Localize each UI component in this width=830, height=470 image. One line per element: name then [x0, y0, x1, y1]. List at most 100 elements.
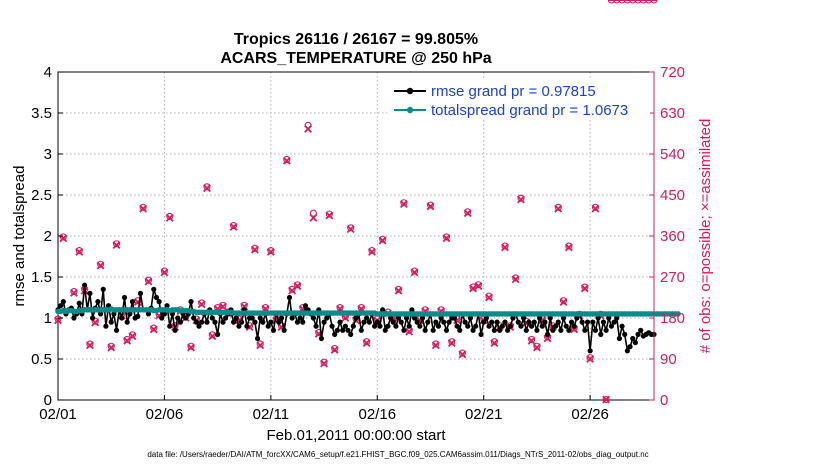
- obs-assimilated-stroke: [447, 339, 456, 347]
- legend-rmse-label: rmse grand pr = 0.97815: [431, 83, 596, 100]
- obs-assimilated-stroke: [517, 195, 525, 204]
- obs-possible-marker: [533, 342, 541, 350]
- y-axis-right-label: # of obs: o=possible; ×=assimilated: [697, 119, 714, 354]
- x-tick-label: 02/11: [253, 406, 289, 423]
- rmse-point: [411, 315, 418, 321]
- rmse-point: [635, 331, 641, 337]
- obs-assimilated-stroke: [346, 225, 355, 234]
- obs-possible-marker: [160, 267, 168, 275]
- obs-assimilated-stroke: [559, 298, 568, 306]
- obs-assimilated-stroke: [399, 200, 408, 209]
- rmse-point: [350, 323, 356, 329]
- obs-possible-marker: [512, 274, 520, 282]
- y-tick-label-right: 180: [660, 310, 685, 327]
- obs-possible-marker: [198, 299, 206, 307]
- y-axis-left: 0 0.5 1 1.5 2 2.5 3 3.5 4: [31, 64, 63, 409]
- rmse-point: [632, 340, 638, 346]
- rmse-point: [276, 319, 282, 325]
- rmse-point: [377, 323, 383, 329]
- obs-possible-marker: [517, 194, 525, 202]
- rmse-point: [113, 327, 120, 333]
- obs-possible-marker: [474, 281, 482, 289]
- rmse-point: [494, 319, 500, 325]
- chart-title-line1: Tropics 26116 / 26167 = 99.805%: [234, 31, 478, 48]
- obs-assimilated-stroke: [501, 243, 509, 252]
- rmse-point: [478, 331, 484, 337]
- obs-assimilated-stroke: [394, 286, 403, 295]
- rmse-point: [252, 319, 258, 325]
- rmse-point: [337, 319, 343, 325]
- rmse-point: [385, 323, 391, 329]
- y-tick-label-left: 3.5: [31, 105, 52, 122]
- rmse-point: [616, 335, 623, 342]
- rmse-point: [188, 299, 194, 305]
- rmse-point: [124, 319, 130, 325]
- obs-assimilated-stroke: [229, 222, 238, 231]
- obs-assimilated-marker: [368, 248, 376, 256]
- rmse-point: [97, 311, 104, 317]
- obs-possible-marker: [448, 338, 456, 346]
- obs-assimilated-marker: [128, 332, 137, 341]
- rmse-point: [364, 315, 370, 321]
- rmse-point: [622, 331, 628, 337]
- obs-assimilated-marker: [229, 222, 238, 231]
- obs-assimilated-stroke: [197, 300, 206, 309]
- obs-possible-marker: [634, 0, 642, 4]
- rmse-point: [470, 327, 476, 333]
- legend: rmse grand pr = 0.97815 totalspread gran…: [388, 80, 650, 120]
- rmse-point: [523, 327, 529, 333]
- obs-assimilated-marker: [197, 300, 206, 309]
- rmse-point: [119, 315, 125, 321]
- obs-assimilated-stroke: [165, 213, 174, 222]
- line-series: [55, 282, 681, 354]
- obs-assimilated-stroke: [564, 243, 573, 252]
- rmse-point: [603, 327, 609, 333]
- obs-possible-marker: [607, 0, 615, 4]
- obs-assimilated-stroke: [70, 289, 78, 297]
- rmse-point: [249, 315, 255, 321]
- obs-possible-marker: [432, 340, 440, 348]
- rmse-point: [568, 319, 575, 325]
- obs-possible-marker: [554, 203, 562, 211]
- rmse-point: [111, 311, 117, 317]
- obs-assimilated-marker: [187, 343, 195, 352]
- rmse-point: [95, 299, 101, 305]
- obs-assimilated-stroke: [586, 355, 595, 363]
- rmse-point: [467, 315, 474, 321]
- obs-assimilated-marker: [282, 156, 291, 165]
- rmse-point: [345, 327, 351, 333]
- obs-assimilated-stroke: [107, 343, 116, 352]
- rmse-point: [204, 319, 210, 325]
- obs-possible-marker: [97, 260, 105, 268]
- y-tick-label-left: 1: [44, 310, 52, 327]
- rmse-point: [348, 331, 354, 337]
- x-tick-label: 02/06: [146, 406, 184, 423]
- rmse-point: [473, 323, 479, 329]
- rmse-point: [560, 315, 567, 321]
- obs-assimilated-marker: [532, 343, 541, 352]
- rmse-point: [491, 327, 497, 333]
- obs-assimilated-stroke: [282, 156, 291, 165]
- obs-assimilated-marker: [447, 339, 456, 347]
- obs-assimilated-marker: [320, 359, 329, 368]
- rmse-point: [161, 311, 168, 317]
- rmse-point: [595, 315, 601, 321]
- obs-possible-marker: [363, 338, 371, 346]
- rmse-point: [414, 319, 420, 325]
- rmse-point: [321, 319, 327, 325]
- obs-possible-marker: [442, 233, 451, 241]
- rmse-point: [611, 319, 617, 325]
- y-tick-label-right: 90: [660, 351, 677, 368]
- rmse-point: [257, 315, 263, 321]
- obs-assimilated-stroke: [532, 343, 541, 352]
- y-tick-label-right: 720: [660, 64, 685, 81]
- obs-possible-marker: [639, 0, 647, 4]
- rmse-point: [417, 323, 423, 329]
- obs-possible-marker: [581, 283, 589, 291]
- obs-assimilated-marker: [511, 275, 520, 284]
- obs-possible-marker: [59, 233, 67, 241]
- footnote: data file: /Users/raeder/DAI/ATM_forcXX/…: [147, 450, 648, 459]
- obs-possible-marker: [410, 267, 419, 275]
- rmse-point: [329, 323, 335, 329]
